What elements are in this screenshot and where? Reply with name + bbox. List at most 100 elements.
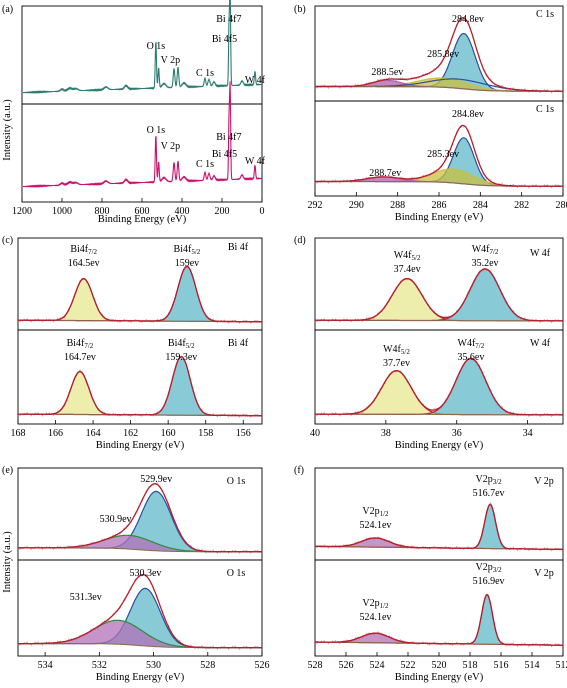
peak-value: 164.5ev (68, 258, 100, 269)
x-tick-label: 166 (48, 428, 63, 439)
component-fill-2 (315, 176, 563, 187)
x-tick-label: 288 (390, 200, 405, 211)
x-tick-label: 280 (556, 200, 567, 211)
x-tick-label: 284 (473, 200, 488, 211)
x-tick-label: 530 (146, 660, 161, 671)
raw-data-line (314, 268, 564, 324)
peak-label: W 4f (245, 75, 266, 86)
peak-value: 164.7ev (64, 352, 96, 363)
subplot-frame (314, 467, 564, 657)
panel-d: (d) 40 38 36 34 Binding Energy (eV) W 4f W 4f W4… (294, 235, 564, 451)
peak-value: 37.7ev (383, 358, 410, 369)
x-tick-label: 286 (432, 200, 447, 211)
peak-label: C 1s (196, 68, 214, 79)
x-tick-label: 532 (92, 660, 107, 671)
panel-c: (c) 168 166 164 162 160 158 156 Binding Energy (… (2, 235, 263, 451)
peak-label: Bi 4f7 (216, 132, 241, 143)
peak-label: V 2p (161, 55, 181, 66)
x-tick-label: 516 (494, 660, 509, 671)
peak-name: W4f7/2 (458, 338, 485, 350)
peak-name: Bi4f7/2 (67, 338, 94, 350)
panel-e: (e) Intensity (a.u.) 534 532 530 528 526 Bindin… (2, 465, 270, 683)
component-fill-1 (18, 620, 262, 648)
panel-b: (b) 292 290 288 286 284 282 280 Binding Energy (… (294, 4, 567, 223)
peak-label: 529.9ev (140, 474, 172, 485)
component-fill-1 (315, 358, 563, 415)
element-label: V 2p (534, 476, 554, 487)
component-line-1 (18, 355, 262, 417)
element-label: O 1s (227, 476, 246, 487)
envelope-line (315, 594, 563, 646)
x-tick-label: 800 (95, 206, 110, 217)
x-tick-label: 1000 (52, 206, 72, 217)
component-fill-0 (315, 370, 563, 415)
x-tick-label: 528 (200, 660, 215, 671)
component-line-0 (315, 278, 564, 322)
peak-label: 530.3ev (129, 568, 161, 579)
x-tick-label: 520 (432, 660, 447, 671)
component-fill-2 (315, 80, 563, 92)
component-fill-0 (18, 491, 262, 552)
x-tick-label: 526 (339, 660, 354, 671)
peak-value: 524.1ev (359, 520, 391, 531)
x-tick-label: 40 (310, 428, 320, 439)
panel-f-xlabel: Binding Energy (eV) (395, 672, 484, 683)
peak-label: C 1s (196, 159, 214, 170)
x-tick-label: 164 (86, 428, 101, 439)
envelope-line (315, 357, 563, 416)
component-fill-1 (315, 594, 563, 646)
x-tick-label: 200 (215, 206, 230, 217)
panel-a-ylabel: Intensity (a.u.) (2, 99, 13, 161)
panel-f-label: (f) (294, 465, 304, 476)
subplot-frame (17, 237, 263, 425)
subplot-frame (314, 237, 564, 425)
x-tick-label: 160 (161, 428, 176, 439)
component-line-1 (315, 503, 563, 550)
peak-name: V2p3/2 (476, 562, 503, 574)
x-tick-label: 162 (123, 428, 138, 439)
element-label: Bi 4f (228, 242, 249, 253)
peak-name: Bi4f5/2 (168, 338, 195, 350)
peak-value: 35.6ev (457, 352, 484, 363)
x-tick-label: 168 (11, 428, 26, 439)
x-tick-label: 400 (175, 206, 190, 217)
raw-data-line (17, 355, 263, 418)
panel-a: (a) Intensity (a.u.) 1200 1000 800 600 400 200 0… (2, 0, 266, 225)
x-tick-label: 522 (401, 660, 416, 671)
peak-name: W4f5/2 (383, 344, 410, 356)
component-line-1 (315, 357, 563, 416)
x-tick-label: 518 (463, 660, 478, 671)
peak-name: V2p3/2 (476, 474, 503, 486)
peak-name: V2p1/2 (362, 506, 389, 518)
panel-c-xlabel: Binding Energy (eV) (96, 440, 185, 451)
element-label: C 1s (536, 9, 554, 20)
component-fill-0 (18, 588, 262, 648)
survey-spectrum-1 (22, 81, 263, 188)
envelope-line (315, 124, 563, 187)
component-fill-0 (18, 278, 262, 322)
panel-d-label: (d) (294, 235, 306, 246)
x-tick-label: 1200 (12, 206, 32, 217)
peak-label: 530.9ev (100, 514, 132, 525)
peak-label: Bi 4f5 (212, 149, 237, 160)
component-line-0 (18, 370, 262, 417)
x-tick-label: 514 (525, 660, 540, 671)
peak-label: O 1s (147, 41, 166, 52)
peak-label: W 4f (245, 156, 266, 167)
component-line-1 (18, 265, 262, 323)
x-tick-label: 524 (370, 660, 385, 671)
panel-d-xlabel: Binding Energy (eV) (395, 440, 484, 451)
x-tick-label: 292 (308, 200, 323, 211)
x-tick-label: 156 (236, 428, 251, 439)
raw-data-line (314, 501, 564, 552)
x-tick-label: 290 (349, 200, 364, 211)
element-label: W 4f (530, 248, 551, 259)
panel-e-xlabel: Binding Energy (eV) (96, 672, 185, 683)
component-fill-1 (315, 504, 563, 550)
panel-e-label: (e) (2, 465, 13, 476)
peak-value: 516.9ev (473, 576, 505, 587)
component-line-1 (315, 594, 563, 646)
x-tick-label: 600 (135, 206, 150, 217)
survey-spectrum-0 (22, 0, 263, 94)
